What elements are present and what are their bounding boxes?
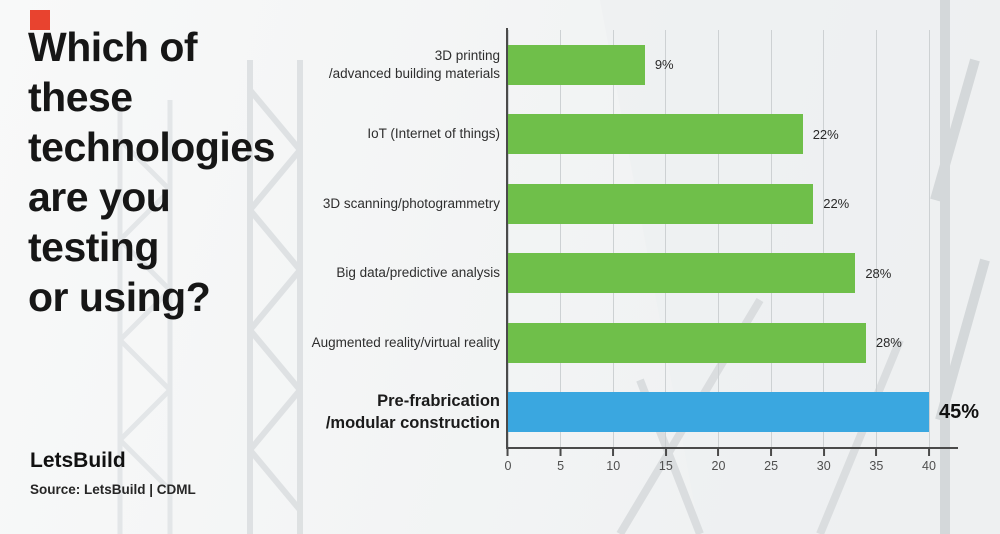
gridline xyxy=(875,30,877,447)
bar-row: 22% xyxy=(508,169,929,239)
bar xyxy=(508,253,856,294)
tick-label: 20 xyxy=(711,459,726,473)
category-label-row: IoT (Internet of things) xyxy=(310,100,500,170)
tick-label: 0 xyxy=(504,459,512,473)
tick-mark xyxy=(664,449,667,456)
x-axis-line xyxy=(506,447,958,449)
value-label: 9% xyxy=(654,57,674,73)
bar-row: 45% xyxy=(508,378,979,448)
bar xyxy=(508,114,803,155)
tick-label: 40 xyxy=(922,459,936,473)
gridline xyxy=(928,30,930,447)
source-credit: Source: LetsBuild | CDML xyxy=(30,482,196,497)
category-label-row: Augmented reality/virtual reality xyxy=(310,308,500,378)
x-axis-tick: 35 xyxy=(869,449,883,473)
x-axis-tick: 15 xyxy=(659,449,673,473)
tick-label: 15 xyxy=(658,459,673,473)
chart-title: Which of these technologies are you test… xyxy=(28,24,275,321)
tick-mark xyxy=(875,449,878,456)
tick-mark xyxy=(717,449,720,456)
tick-label: 30 xyxy=(816,459,831,473)
bar-row: 22% xyxy=(508,100,929,170)
bar-row: 28% xyxy=(508,308,929,378)
y-axis-line xyxy=(506,28,508,449)
tick-mark xyxy=(822,449,825,456)
x-axis-tick: 0 xyxy=(504,449,512,473)
gridline xyxy=(612,30,614,447)
tick-label: 5 xyxy=(557,459,565,473)
gridline xyxy=(718,30,719,447)
x-axis-tick: 20 xyxy=(711,449,726,473)
category-label: Pre-frabrication /modular construction xyxy=(325,391,500,433)
gridline xyxy=(770,30,772,447)
value-label: 45% xyxy=(939,400,980,423)
category-label-row: 3D scanning/photogrammetry xyxy=(310,169,500,239)
value-label: 28% xyxy=(875,335,902,351)
gridlines xyxy=(507,30,930,447)
x-axis-tick: 30 xyxy=(817,449,831,473)
gridline xyxy=(560,30,562,447)
category-label: Augmented reality/virtual reality xyxy=(311,334,500,350)
x-axis-tick: 40 xyxy=(922,449,936,473)
tick-label: 10 xyxy=(606,459,621,473)
category-label: 3D scanning/photogrammetry xyxy=(322,195,500,211)
value-label: 22% xyxy=(812,126,839,142)
tick-mark xyxy=(559,449,562,456)
gridline xyxy=(665,30,667,447)
bar-row: 28% xyxy=(508,239,929,309)
brand-logo-text: LetsBuild xyxy=(30,449,126,472)
value-label: 28% xyxy=(865,265,892,281)
value-label: 22% xyxy=(823,196,850,212)
category-label-row: Big data/predictive analysis xyxy=(310,239,500,309)
tick-mark xyxy=(506,449,509,456)
x-axis-tick: 5 xyxy=(557,449,564,473)
plot-area: 9% 22% 22% 28% 28% 45% xyxy=(505,28,979,473)
tick-mark xyxy=(612,449,615,456)
category-label: IoT (Internet of things) xyxy=(367,126,500,142)
bar-row: 9% xyxy=(508,30,929,100)
bar xyxy=(508,183,814,224)
category-labels: 3D printing /advanced building materials… xyxy=(310,30,500,447)
x-axis-tick: 25 xyxy=(764,449,778,473)
bar-rows: 9% 22% 22% 28% 28% 45% xyxy=(508,30,979,448)
gridline xyxy=(507,30,509,447)
tick-label: 25 xyxy=(764,459,779,473)
category-label-row: 3D printing /advanced building materials xyxy=(310,30,500,100)
category-label-row: Pre-frabrication /modular construction xyxy=(310,378,500,448)
bar xyxy=(508,44,645,85)
gridline xyxy=(823,30,825,447)
category-label: 3D printing /advanced building materials xyxy=(328,47,500,81)
x-axis-tick: 10 xyxy=(606,449,620,473)
x-axis-ticks: 0 5 10 15 20 25 30 35 40 xyxy=(504,449,936,479)
tick-mark xyxy=(770,449,773,456)
bar xyxy=(508,392,929,433)
brand-accent-square xyxy=(30,10,50,30)
bar xyxy=(508,322,866,363)
category-label: Big data/predictive analysis xyxy=(336,265,500,281)
tick-mark xyxy=(928,449,930,456)
tick-label: 35 xyxy=(869,459,884,473)
